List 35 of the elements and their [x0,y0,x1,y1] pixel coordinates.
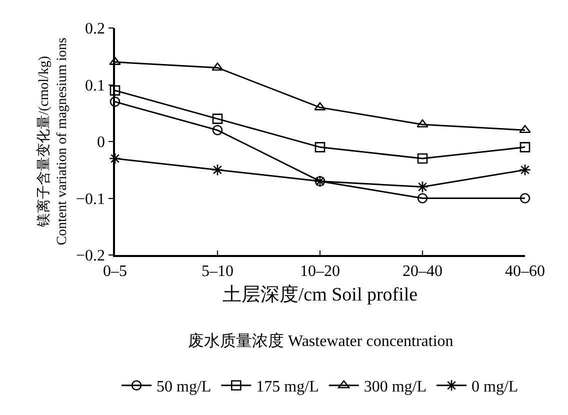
y-axis-title: 镁离子含量变化量/(cmol/kg) Content variation of magnesium ions [36,38,70,246]
point [519,125,531,134]
x-tick-label: 0–5 [103,262,127,280]
point [416,119,428,128]
point [520,193,530,204]
point [108,152,122,165]
legend-label: 175 mg/L [256,378,319,396]
point [211,164,224,176]
legend-label: 50 mg/L [156,378,212,396]
point [109,56,121,65]
point [212,62,224,71]
point [314,102,326,110]
y-tick-label: 0.1 [85,77,106,94]
point [314,142,326,152]
point [212,125,223,136]
legend-label: 300 mg/L [364,378,427,396]
y-tick-label: −0.2 [76,248,106,265]
point [417,193,428,204]
legend-label: 0 mg/L [472,378,518,396]
x-axis-title: 土层深度/cm Soil profile [222,283,418,306]
point [110,85,120,96]
point [417,153,428,164]
y-tick-label: 0 [97,134,106,152]
x-tick-label: 10–20 [300,262,340,280]
x-tick-label: 5–10 [202,262,234,280]
point [416,180,429,193]
x-tick-label: 20–40 [402,262,442,280]
point [520,142,530,152]
point [518,164,532,176]
y-tick-label: 0.2 [85,20,106,38]
legend-title: 废水质量浓度 Wastewater concentration [188,332,454,350]
y-tick-label: −0.1 [76,190,106,208]
point [110,96,120,107]
point [212,114,223,124]
x-tick-label: 40–60 [505,262,545,280]
